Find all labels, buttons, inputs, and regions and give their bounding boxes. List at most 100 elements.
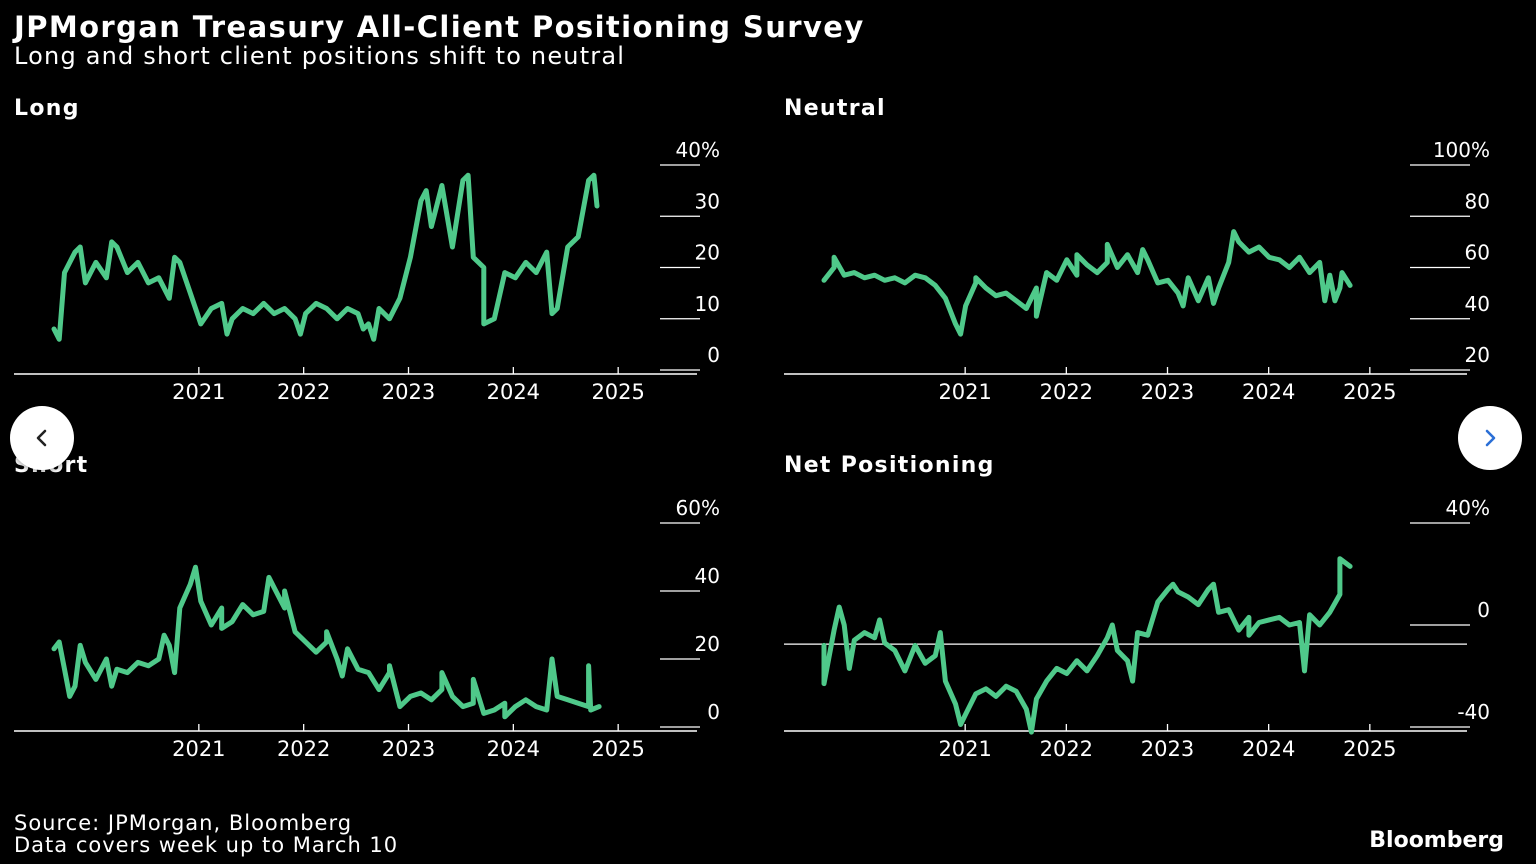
data-point [1074, 658, 1080, 663]
data-point [135, 260, 141, 265]
data-point [188, 582, 193, 587]
data-point [1014, 689, 1019, 694]
data-point [882, 640, 887, 646]
data-point [1155, 599, 1161, 605]
data-point [938, 630, 943, 635]
data-point [1347, 283, 1353, 288]
data-point [1084, 262, 1090, 268]
data-point [146, 280, 151, 286]
next-button[interactable] [1458, 406, 1522, 470]
data-point [481, 711, 486, 716]
data-point [230, 619, 235, 624]
y-tick-label: 10 [695, 292, 720, 316]
x-tick-label: 2022 [1040, 737, 1093, 761]
data-point [387, 670, 392, 675]
data-point [188, 290, 193, 296]
data-point [544, 249, 549, 255]
data-point [114, 244, 120, 250]
data-point [1155, 280, 1161, 286]
data-point [502, 270, 507, 275]
data-point [1095, 653, 1100, 658]
x-tick-label: 2023 [382, 380, 435, 404]
x-tick-label: 2025 [591, 380, 644, 404]
data-point [1054, 278, 1059, 283]
y-tick-label: -40 [1457, 700, 1490, 724]
data-point [271, 585, 277, 590]
data-point [1110, 622, 1115, 628]
y-tick-label: 0 [1477, 598, 1490, 622]
data-point [1216, 610, 1221, 615]
data-point [1175, 589, 1181, 595]
data-point [943, 678, 948, 684]
x-tick-label: 2023 [382, 737, 435, 761]
data-point [831, 265, 837, 270]
x-tick-label: 2023 [1141, 737, 1194, 761]
data-point [408, 255, 413, 260]
data-point [872, 635, 877, 640]
data-point [167, 643, 172, 648]
data-point [292, 316, 298, 321]
data-point [1135, 630, 1140, 635]
data-point [953, 321, 958, 327]
data-point [271, 311, 277, 316]
data-point [1003, 684, 1009, 689]
data-point [862, 630, 867, 635]
data-point [1074, 273, 1080, 278]
data-point [334, 316, 340, 321]
data-point [93, 260, 99, 265]
previous-button[interactable] [10, 406, 74, 470]
x-tick-label: 2022 [277, 737, 330, 761]
data-point [877, 617, 882, 623]
data-point [376, 306, 382, 311]
data-point [576, 701, 581, 706]
data-point [1236, 627, 1242, 633]
data-point [973, 275, 978, 280]
data-point [1186, 275, 1191, 280]
data-point [549, 656, 555, 662]
data-point [1337, 285, 1343, 291]
data-point [109, 239, 114, 245]
data-point [146, 663, 151, 668]
data-point [361, 326, 366, 332]
data-point [1175, 290, 1181, 296]
y-tick-label: 60 [1465, 241, 1490, 265]
data-point [882, 278, 887, 283]
x-tick-label: 2025 [1343, 737, 1396, 761]
data-point [1014, 298, 1019, 303]
data-point [313, 650, 319, 655]
data-point [933, 653, 938, 658]
data-point [831, 627, 837, 633]
data-point [303, 311, 308, 316]
data-point [565, 697, 570, 702]
data-point [821, 681, 827, 686]
data-point [62, 667, 67, 672]
data-point [923, 661, 928, 666]
data-point [298, 331, 303, 337]
data-coverage-note: Data covers week up to March 10 [14, 833, 399, 857]
data-point [125, 270, 130, 275]
data-point [1307, 270, 1312, 275]
y-tick-label: 80 [1465, 189, 1490, 213]
data-point [1347, 564, 1353, 569]
data-point [821, 278, 827, 283]
data-point [842, 273, 847, 278]
data-point [57, 337, 62, 342]
data-point [842, 622, 847, 628]
data-point [1266, 617, 1272, 623]
data-point [161, 633, 167, 638]
data-point [586, 178, 591, 183]
data-point [240, 602, 245, 607]
data-point [345, 306, 350, 311]
data-point [963, 712, 968, 717]
data-point [983, 285, 989, 291]
data-point [852, 638, 857, 643]
data-point [481, 321, 486, 327]
data-point [125, 670, 130, 675]
data-point [1206, 275, 1211, 280]
data-point [943, 296, 948, 301]
data-point [261, 301, 266, 306]
data-point [355, 667, 361, 672]
data-point [586, 663, 591, 668]
data-point [523, 260, 528, 265]
x-tick-label: 2021 [172, 737, 225, 761]
